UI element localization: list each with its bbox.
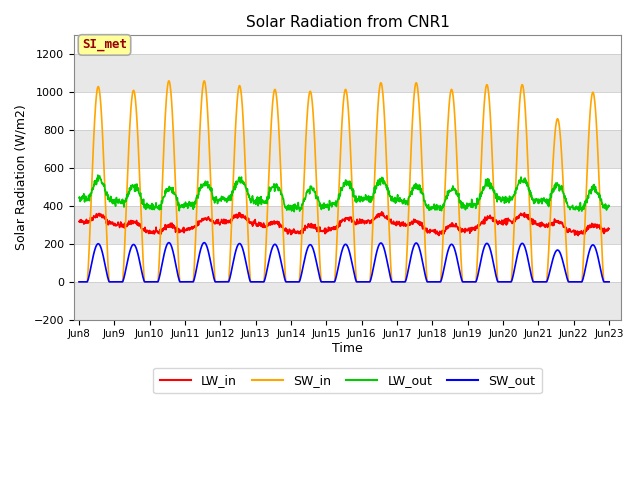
SW_in: [76, 279, 83, 285]
X-axis label: Time: Time: [332, 342, 363, 355]
Y-axis label: Solar Radiation (W/m2): Solar Radiation (W/m2): [15, 105, 28, 251]
LW_in: [252, 222, 260, 228]
LW_out: [253, 200, 260, 205]
LW_in: [543, 221, 550, 227]
LW_out: [94, 172, 102, 178]
Text: SI_met: SI_met: [82, 38, 127, 51]
SW_out: [543, 279, 550, 285]
Legend: LW_in, SW_in, LW_out, SW_out: LW_in, SW_in, LW_out, SW_out: [154, 368, 541, 393]
SW_out: [76, 279, 83, 285]
Title: Solar Radiation from CNR1: Solar Radiation from CNR1: [246, 15, 449, 30]
SW_out: [165, 240, 173, 246]
LW_in: [378, 209, 386, 215]
Bar: [74, 130, 621, 168]
SW_in: [427, 279, 435, 285]
LW_out: [543, 201, 550, 207]
LW_out: [76, 195, 83, 201]
LW_out: [496, 194, 504, 200]
LW_in: [605, 226, 613, 232]
Line: LW_in: LW_in: [79, 212, 609, 236]
Line: SW_out: SW_out: [79, 243, 609, 282]
SW_out: [605, 279, 613, 285]
SW_in: [496, 279, 504, 285]
LW_out: [427, 207, 435, 213]
LW_in: [76, 218, 83, 224]
LW_out: [180, 204, 188, 210]
SW_in: [605, 279, 613, 285]
SW_out: [193, 262, 201, 267]
SW_in: [165, 78, 173, 84]
SW_in: [253, 279, 260, 285]
LW_in: [574, 233, 582, 239]
LW_in: [193, 222, 201, 228]
SW_in: [180, 279, 188, 285]
SW_out: [496, 279, 504, 285]
Bar: [74, 206, 621, 244]
LW_out: [193, 193, 201, 199]
LW_out: [291, 209, 298, 215]
Bar: [74, 54, 621, 92]
LW_in: [496, 220, 504, 226]
SW_out: [427, 279, 435, 285]
LW_in: [427, 228, 435, 234]
SW_in: [193, 191, 201, 197]
Bar: [74, 282, 621, 320]
SW_out: [253, 279, 260, 285]
SW_in: [543, 279, 550, 285]
LW_in: [180, 230, 188, 236]
Line: SW_in: SW_in: [79, 81, 609, 282]
Line: LW_out: LW_out: [79, 175, 609, 212]
LW_out: [605, 203, 613, 209]
SW_out: [180, 279, 188, 285]
